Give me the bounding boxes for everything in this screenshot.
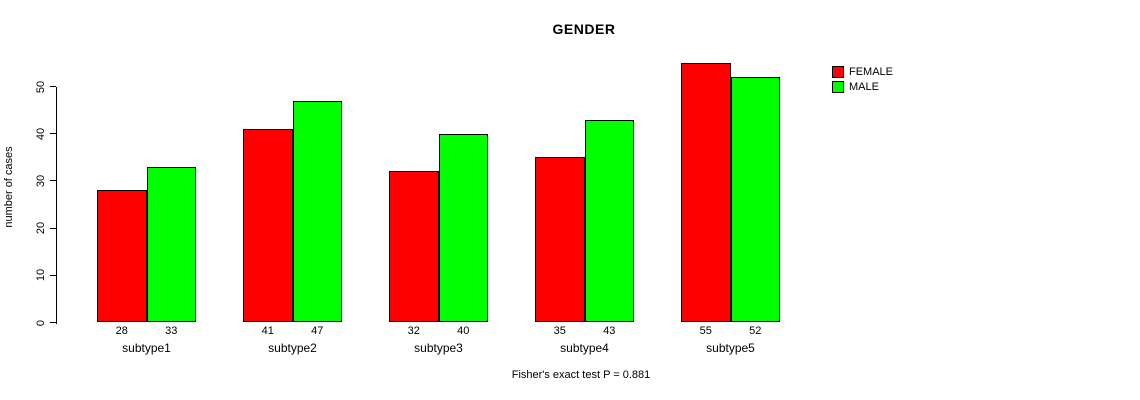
y-axis-tick-label: 30 [35,174,47,188]
statistical-test-annotation: Fisher's exact test P = 0.881 [511,369,651,381]
y-axis-label: number of cases [3,146,15,228]
bar-value-label: 28 [115,325,128,337]
category-label-subtype4: subtype4 [560,341,609,355]
legend-item-male: MALE [832,80,893,94]
y-axis-tick [50,274,56,276]
bar-female-subtype1 [97,190,147,323]
category-label-subtype5: subtype5 [706,341,755,355]
bar-female-subtype5 [681,62,731,323]
y-axis-tick [50,322,56,323]
bar-value-label: 32 [407,325,420,337]
bar-value-label: 47 [311,325,324,337]
bar-value-label: 43 [603,325,616,337]
bar-male-subtype1 [146,166,196,323]
y-axis-line [56,86,57,324]
legend-item-female: FEMALE [832,65,893,79]
y-axis-tick-label: 40 [35,127,47,140]
y-axis-tick-label: 0 [35,319,47,326]
bar-value-label: 52 [749,325,762,337]
category-label-subtype3: subtype3 [414,341,463,355]
legend-label: FEMALE [849,66,894,78]
y-axis-tick [50,133,56,135]
y-axis-tick-label: 50 [35,80,47,93]
legend: FEMALE MALE [832,65,893,95]
chart-title: GENDER [552,21,616,37]
bar-value-label: 41 [261,325,274,337]
bar-value-label: 35 [553,325,566,337]
bar-female-subtype2 [243,128,293,323]
legend-label: MALE [849,81,879,93]
bar-male-subtype5 [730,77,780,323]
bar-female-subtype3 [389,171,439,323]
y-axis-tick-label: 10 [35,269,47,282]
category-label-subtype1: subtype1 [122,341,171,355]
y-axis-tick [50,86,56,87]
y-axis-tick [50,227,56,229]
y-axis-tick [50,180,56,182]
category-label-subtype2: subtype2 [268,341,317,355]
bar-value-label: 33 [165,325,178,337]
legend-swatch-female [832,66,844,78]
bar-male-subtype4 [584,119,634,323]
bar-male-subtype2 [292,100,342,323]
bar-value-label: 40 [457,325,470,337]
y-axis-tick-label: 20 [35,221,47,235]
bar-female-subtype4 [535,157,585,323]
bar-value-label: 55 [699,325,712,337]
bar-male-subtype3 [438,133,488,323]
legend-swatch-male [832,81,844,93]
